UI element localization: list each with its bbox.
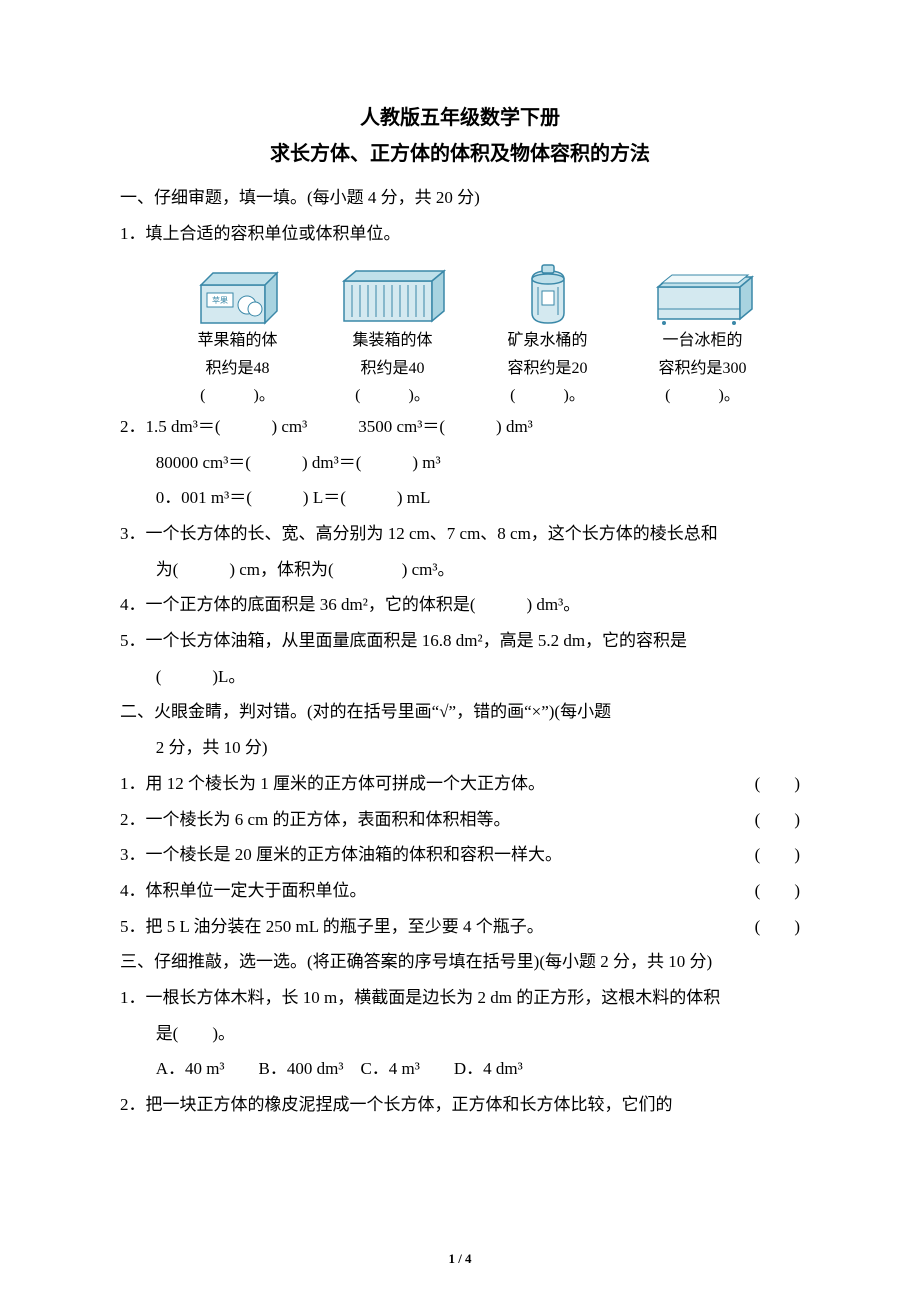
- s2-item: 5．把 5 L 油分装在 250 mL 的瓶子里，至少要 4 个瓶子。 ( ): [120, 909, 800, 945]
- apple-box-icon: 苹果: [193, 265, 283, 327]
- s3-q2-l1: 2．把一块正方体的橡皮泥捏成一个长方体，正方体和长方体比较，它们的: [120, 1087, 800, 1123]
- tf-paren: ( ): [780, 873, 800, 909]
- s1-q2-l1: 2．1.5 dm³＝( ) cm³ 3500 cm³＝( ) dm³: [120, 409, 800, 445]
- tf-paren: ( ): [780, 909, 800, 945]
- caption-line: 集装箱的体: [352, 332, 432, 349]
- tf-paren: ( ): [780, 802, 800, 838]
- img-caption: 苹果箱的体 积约是48 ( )。: [197, 327, 277, 409]
- caption-line: 积约是48: [205, 360, 269, 377]
- tf-paren: ( ): [780, 766, 800, 802]
- img-item-container: 集装箱的体 积约是40 ( )。: [328, 257, 458, 409]
- section-2-head-l2: 2 分，共 10 分): [120, 730, 800, 766]
- tf-text: 3．一个棱长是 20 厘米的正方体油箱的体积和容积一样大。: [156, 837, 781, 873]
- water-bucket-icon: [518, 261, 578, 327]
- s1-q2-l3: 0．001 m³＝( ) L＝( ) mL: [120, 480, 800, 516]
- s3-q1-opts: A．40 m³ B．400 dm³ C．4 m³ D．4 dm³: [120, 1051, 800, 1087]
- tf-text: 4．体积单位一定大于面积单位。: [156, 873, 781, 909]
- freezer-icon: [648, 265, 758, 327]
- caption-line: 容积约是20: [507, 360, 587, 377]
- img-caption: 矿泉水桶的 容积约是20 ( )。: [507, 327, 587, 409]
- book-title: 人教版五年级数学下册: [120, 100, 800, 136]
- img-item-apple-box: 苹果 苹果箱的体 积约是48 ( )。: [173, 257, 303, 409]
- caption-line: 苹果箱的体: [197, 332, 277, 349]
- s1-q3-l2: 为( ) cm，体积为( ) cm³。: [120, 552, 800, 588]
- caption-line: 容积约是300: [658, 360, 746, 377]
- caption-paren: ( )。: [355, 387, 430, 404]
- caption-paren: ( )。: [510, 387, 585, 404]
- s1-q5-l2: ( )L。: [120, 659, 800, 695]
- page-number: 1 / 4: [0, 1245, 920, 1272]
- topic-title: 求长方体、正方体的体积及物体容积的方法: [120, 136, 800, 172]
- img-caption: 集装箱的体 积约是40 ( )。: [352, 327, 432, 409]
- s1-q3-l1: 3．一个长方体的长、宽、高分别为 12 cm、7 cm、8 cm，这个长方体的棱…: [120, 516, 800, 552]
- section-3-head: 三、仔细推敲，选一选。(将正确答案的序号填在括号里)(每小题 2 分，共 10 …: [120, 944, 800, 980]
- tf-text: 1．用 12 个棱长为 1 厘米的正方体可拼成一个大正方体。: [156, 766, 781, 802]
- container-icon: [338, 265, 448, 327]
- s1-q1-text: 1．填上合适的容积单位或体积单位。: [120, 216, 800, 252]
- tf-text: 2．一个棱长为 6 cm 的正方体，表面积和体积相等。: [156, 802, 781, 838]
- img-item-water-bucket: 矿泉水桶的 容积约是20 ( )。: [483, 257, 613, 409]
- s1-images-row: 苹果 苹果箱的体 积约是48 ( )。: [120, 257, 800, 409]
- s2-item: 3．一个棱长是 20 厘米的正方体油箱的体积和容积一样大。 ( ): [120, 837, 800, 873]
- s3-q1-l1: 1．一根长方体木料，长 10 m，横截面是边长为 2 dm 的正方形，这根木料的…: [120, 980, 800, 1016]
- caption-line: 一台冰柜的: [662, 332, 742, 349]
- s2-item: 4．体积单位一定大于面积单位。 ( ): [120, 873, 800, 909]
- s2-item: 1．用 12 个棱长为 1 厘米的正方体可拼成一个大正方体。 ( ): [120, 766, 800, 802]
- tf-paren: ( ): [780, 837, 800, 873]
- caption-line: 积约是40: [360, 360, 424, 377]
- s2-item: 2．一个棱长为 6 cm 的正方体，表面积和体积相等。 ( ): [120, 802, 800, 838]
- svg-text:苹果: 苹果: [212, 295, 228, 305]
- s1-q4: 4．一个正方体的底面积是 36 dm²，它的体积是( ) dm³。: [120, 587, 800, 623]
- worksheet-page: 人教版五年级数学下册 求长方体、正方体的体积及物体容积的方法 一、仔细审题，填一…: [0, 0, 920, 1302]
- section-2-head-l1: 二、火眼金睛，判对错。(对的在括号里画“√”，错的画“×”)(每小题: [120, 694, 800, 730]
- caption-paren: ( )。: [200, 387, 275, 404]
- tf-text: 5．把 5 L 油分装在 250 mL 的瓶子里，至少要 4 个瓶子。: [156, 909, 781, 945]
- caption-paren: ( )。: [665, 387, 740, 404]
- caption-line: 矿泉水桶的: [507, 332, 587, 349]
- s1-q5-l1: 5．一个长方体油箱，从里面量底面积是 16.8 dm²，高是 5.2 dm，它的…: [120, 623, 800, 659]
- s3-q1-l2: 是( )。: [120, 1016, 800, 1052]
- img-caption: 一台冰柜的 容积约是300 ( )。: [658, 327, 746, 409]
- img-item-freezer: 一台冰柜的 容积约是300 ( )。: [638, 257, 768, 409]
- s1-q2-l2: 80000 cm³＝( ) dm³＝( ) m³: [120, 445, 800, 481]
- section-1-head: 一、仔细审题，填一填。(每小题 4 分，共 20 分): [120, 180, 800, 216]
